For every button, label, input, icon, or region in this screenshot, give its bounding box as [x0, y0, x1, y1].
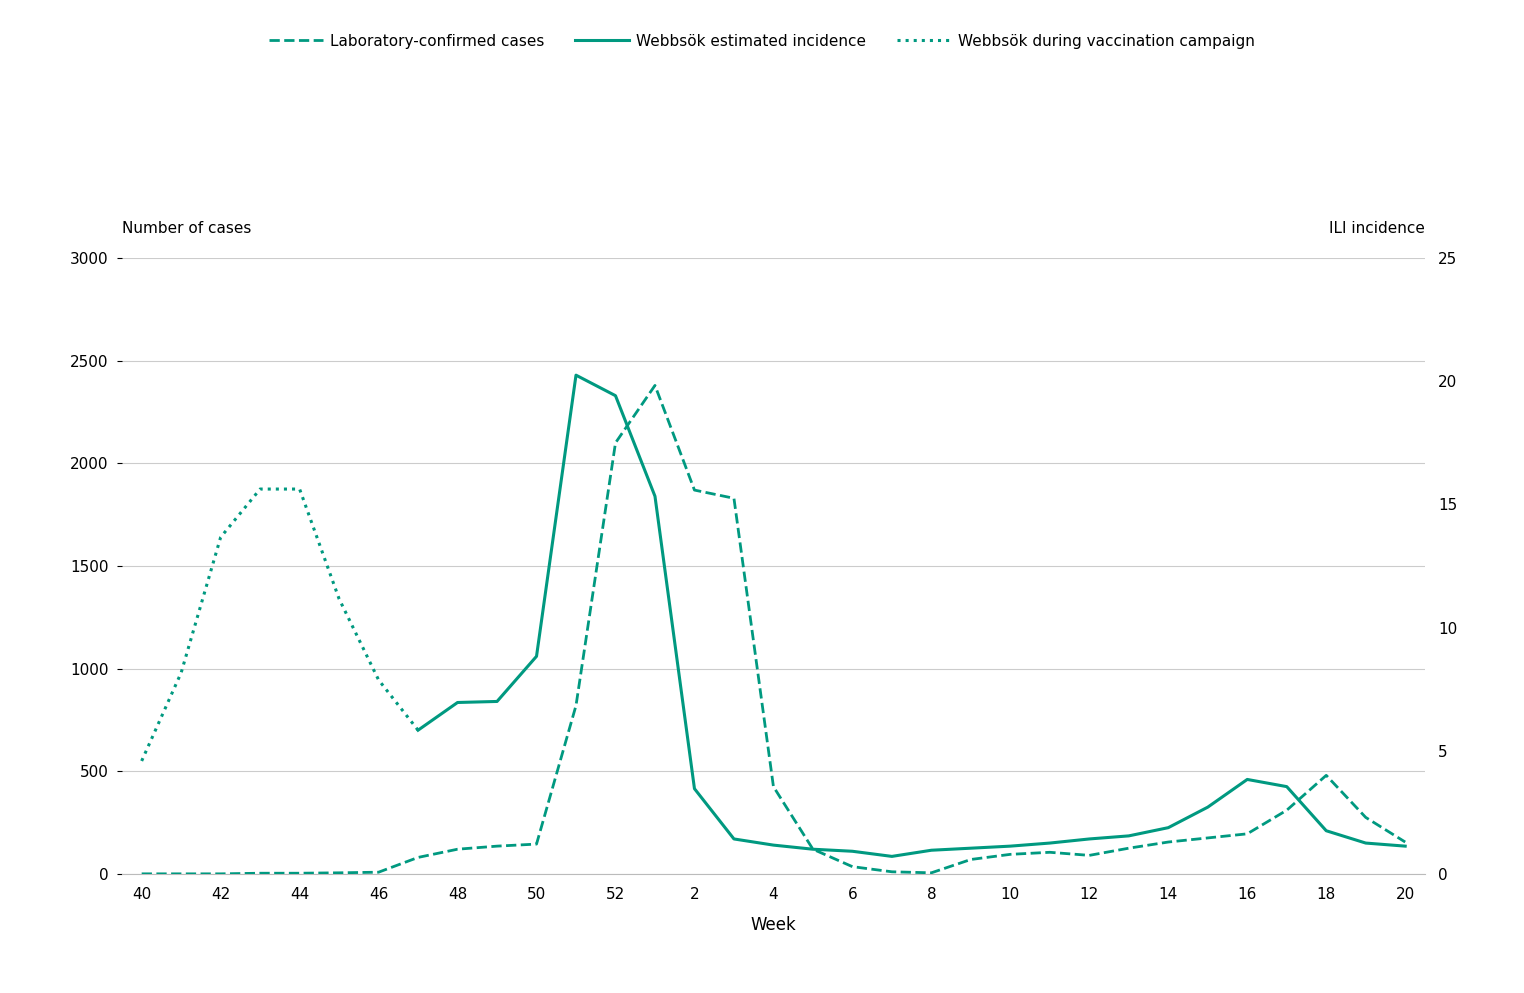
- Text: ILI incidence: ILI incidence: [1329, 221, 1425, 236]
- Legend: Laboratory-confirmed cases, Webbsök estimated incidence, Webbsök during vaccinat: Laboratory-confirmed cases, Webbsök esti…: [264, 28, 1260, 55]
- Text: Number of cases: Number of cases: [122, 221, 251, 236]
- X-axis label: Week: Week: [750, 916, 797, 934]
